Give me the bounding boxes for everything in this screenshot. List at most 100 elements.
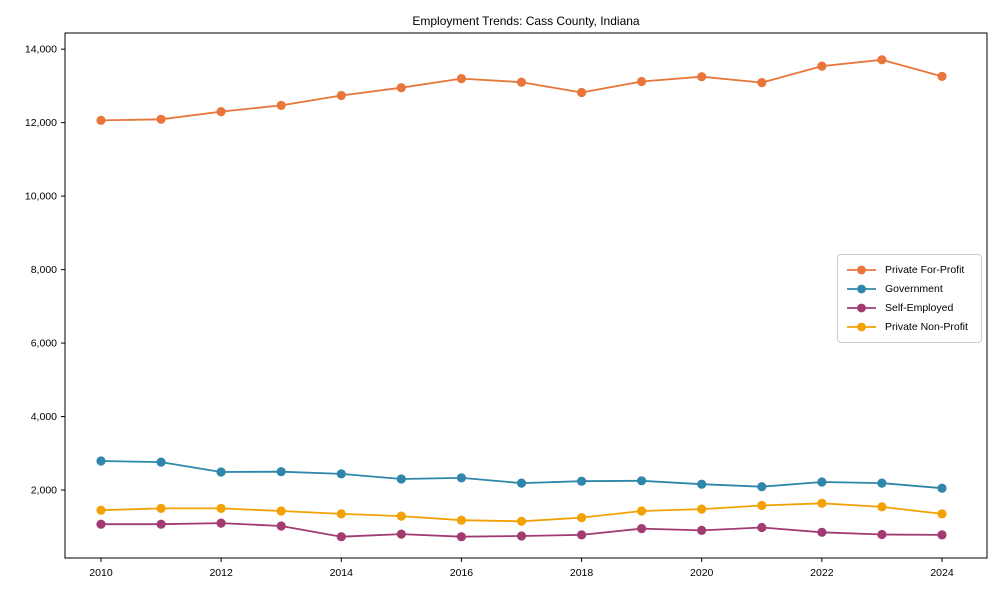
- data-point-private-non-profit-2015: [396, 511, 406, 521]
- x-tick-label: 2010: [89, 567, 113, 579]
- series-government: [96, 456, 947, 493]
- x-tick-label: 2014: [330, 567, 354, 579]
- data-point-government-2012: [216, 467, 226, 477]
- data-point-private-for-profit-2019: [637, 76, 647, 87]
- data-point-government-2019: [637, 476, 647, 486]
- data-point-private-for-profit-2024: [937, 71, 947, 81]
- x-tick-label: 2024: [930, 567, 954, 579]
- legend: Private For-Profit Government Self-Employe…: [837, 254, 982, 343]
- data-point-government-2021: [757, 482, 767, 492]
- y-tick-label: 4,000: [31, 411, 57, 423]
- legend-item-private-non-profit: Private Non-Profit: [847, 318, 973, 336]
- data-point-government-2023: [877, 478, 887, 488]
- data-point-private-non-profit-2023: [877, 502, 887, 512]
- data-point-government-2011: [156, 457, 166, 467]
- y-tick-label: 10,000: [25, 191, 57, 203]
- data-point-self-employed-2010: [96, 519, 106, 529]
- data-point-self-employed-2019: [637, 524, 647, 534]
- data-point-private-non-profit-2012: [216, 503, 226, 513]
- legend-marker-private-non-profit: [847, 322, 876, 332]
- data-point-self-employed-2020: [697, 525, 707, 536]
- data-point-self-employed-2018: [577, 530, 587, 540]
- data-point-private-for-profit-2021: [757, 78, 767, 88]
- data-point-private-non-profit-2022: [817, 498, 827, 508]
- x-tick-label: 2018: [570, 567, 594, 579]
- x-tick-label: 2016: [450, 567, 474, 579]
- data-point-self-employed-2013: [276, 521, 286, 531]
- data-point-government-2010: [96, 456, 106, 466]
- data-point-private-for-profit-2014: [336, 90, 346, 101]
- data-point-government-2015: [396, 474, 406, 484]
- data-point-private-for-profit-2012: [216, 107, 226, 117]
- data-point-private-for-profit-2010: [96, 115, 106, 125]
- legend-marker-self-employed: [847, 303, 876, 313]
- x-tick-label: 2012: [209, 567, 233, 579]
- data-point-government-2018: [577, 476, 587, 486]
- legend-marker-government: [847, 284, 876, 294]
- data-point-private-non-profit-2011: [156, 503, 166, 513]
- legend-label-government: Government: [885, 283, 943, 295]
- data-point-private-for-profit-2023: [877, 55, 887, 65]
- legend-dot-government: [857, 284, 866, 294]
- data-point-self-employed-2023: [877, 529, 887, 540]
- data-point-private-non-profit-2021: [757, 500, 767, 511]
- legend-item-private-for-profit: Private For-Profit: [847, 261, 973, 279]
- data-point-private-non-profit-2020: [697, 504, 707, 514]
- data-point-self-employed-2015: [396, 529, 406, 539]
- data-point-self-employed-2012: [216, 518, 226, 528]
- data-point-self-employed-2022: [817, 527, 827, 537]
- legend-item-government: Government: [847, 280, 973, 298]
- data-point-private-non-profit-2019: [637, 506, 647, 516]
- data-point-private-non-profit-2017: [516, 516, 527, 526]
- y-axis: 2,000 4,000 6,000 8,000 10,000 12,000 14,000: [25, 44, 65, 497]
- legend-label-self-employed: Self-Employed: [885, 302, 954, 314]
- data-point-government-2024: [937, 483, 947, 493]
- data-point-private-non-profit-2014: [336, 509, 346, 519]
- data-point-government-2022: [817, 477, 827, 487]
- y-tick-label: 8,000: [31, 264, 57, 276]
- x-tick-label: 2020: [690, 567, 714, 579]
- axes-frame: [64, 32, 988, 559]
- legend-dot-self-employed: [857, 303, 866, 313]
- data-point-private-for-profit-2011: [156, 114, 166, 124]
- legend-marker-private-for-profit: [847, 265, 876, 275]
- data-point-private-for-profit-2015: [396, 83, 406, 93]
- data-point-private-for-profit-2022: [817, 61, 827, 71]
- legend-dot-private-for-profit: [857, 265, 866, 275]
- data-point-self-employed-2021: [757, 522, 767, 533]
- series-private-non-profit: [96, 498, 947, 526]
- data-point-self-employed-2017: [516, 531, 527, 541]
- data-point-government-2020: [697, 479, 707, 489]
- data-point-self-employed-2014: [336, 532, 346, 542]
- chart-title: Employment Trends: Cass County, Indiana: [412, 14, 640, 28]
- data-point-private-for-profit-2020: [697, 72, 707, 82]
- data-point-private-for-profit-2017: [516, 77, 527, 87]
- legend-dot-private-non-profit: [857, 322, 866, 332]
- data-point-private-for-profit-2018: [577, 87, 587, 98]
- x-tick-label: 2022: [810, 567, 834, 579]
- x-axis: 2010 2012 2014 2016 2018 2020 2022 2024: [89, 558, 954, 579]
- data-point-private-for-profit-2016: [456, 74, 466, 84]
- series-private-for-profit-line: [100, 58, 943, 122]
- y-tick-label: 12,000: [25, 117, 57, 129]
- legend-label-private-non-profit: Private Non-Profit: [885, 321, 968, 333]
- data-point-self-employed-2024: [937, 530, 947, 540]
- data-point-private-non-profit-2018: [577, 513, 587, 523]
- data-point-government-2016: [456, 473, 466, 483]
- data-point-private-non-profit-2013: [276, 506, 286, 516]
- data-point-self-employed-2011: [156, 519, 166, 529]
- y-tick-label: 2,000: [31, 485, 57, 497]
- legend-label-private-for-profit: Private For-Profit: [885, 264, 965, 276]
- data-point-private-non-profit-2024: [937, 509, 947, 519]
- data-point-government-2017: [516, 478, 527, 488]
- y-tick-label: 6,000: [31, 338, 57, 350]
- data-point-government-2014: [336, 469, 346, 479]
- data-point-private-for-profit-2013: [276, 100, 286, 110]
- data-point-private-non-profit-2016: [456, 515, 466, 525]
- y-tick-label: 14,000: [25, 44, 57, 56]
- data-point-private-non-profit-2010: [96, 505, 106, 515]
- series-private-for-profit: [96, 55, 947, 125]
- data-point-government-2013: [276, 467, 286, 477]
